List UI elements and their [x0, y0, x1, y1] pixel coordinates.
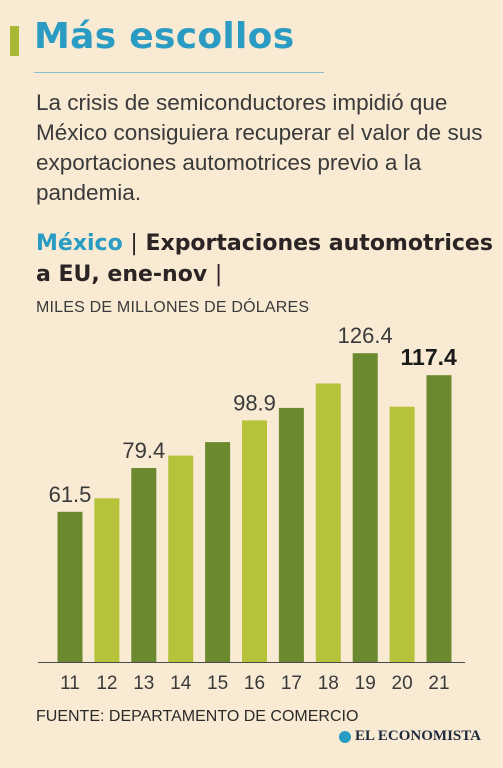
x-tick-label: 20	[392, 673, 413, 694]
chart-country: México	[36, 231, 123, 256]
data-label: 61.5	[49, 482, 92, 507]
bar-14	[168, 455, 194, 662]
x-tick-label: 11	[60, 673, 80, 694]
bar-19	[352, 353, 378, 662]
x-tick-label: 14	[170, 673, 192, 694]
bar-13	[131, 468, 157, 662]
data-label: 98.9	[233, 390, 276, 415]
x-tick-label: 19	[355, 673, 376, 694]
title-divider	[34, 72, 324, 73]
bar-chart: 11 61.5 12 13 79.4 14 15 16 98.9 17 18 19 126.4 20 21 1…	[38, 323, 465, 694]
data-label: 79.4	[122, 438, 165, 463]
data-label: 126.4	[338, 323, 393, 348]
bar-21	[426, 375, 452, 662]
chart-units: MILES DE MILLONES DE DÓLARES	[36, 299, 310, 316]
bar-16	[242, 420, 267, 662]
x-tick-label: 21	[428, 673, 449, 694]
x-tick-label: 15	[207, 673, 228, 694]
bar-18	[315, 383, 341, 662]
x-tick-label: 18	[318, 673, 339, 694]
logo-text: EL ECONOMISTA	[355, 728, 481, 744]
source-note: FUENTE: DEPARTAMENTO DE COMERCIO	[36, 708, 359, 725]
publisher-logo: EL ECONOMISTA	[339, 728, 481, 745]
bar-12	[94, 498, 120, 662]
page-title: Más escollos	[34, 16, 295, 57]
chart-separator-end: |	[214, 262, 223, 287]
x-tick-label: 17	[281, 673, 302, 694]
x-tick-label: 12	[96, 673, 117, 694]
chart-heading: México | Exportaciones automotrices a EU…	[36, 228, 496, 290]
x-tick-label: 16	[244, 673, 265, 694]
bar-17	[278, 407, 304, 662]
title-accent-bar	[10, 26, 19, 56]
description-text: La crisis de semiconductores impidió que…	[36, 90, 483, 205]
bar-11	[57, 511, 83, 662]
bar-20	[389, 406, 415, 662]
x-tick-label: 13	[133, 673, 154, 694]
logo-icon	[339, 730, 351, 743]
data-label: 117.4	[401, 344, 457, 370]
bar-15	[205, 442, 231, 662]
chart-title: Exportaciones automotrices a EU, ene-nov	[36, 231, 493, 287]
chart-separator: |	[130, 231, 138, 256]
